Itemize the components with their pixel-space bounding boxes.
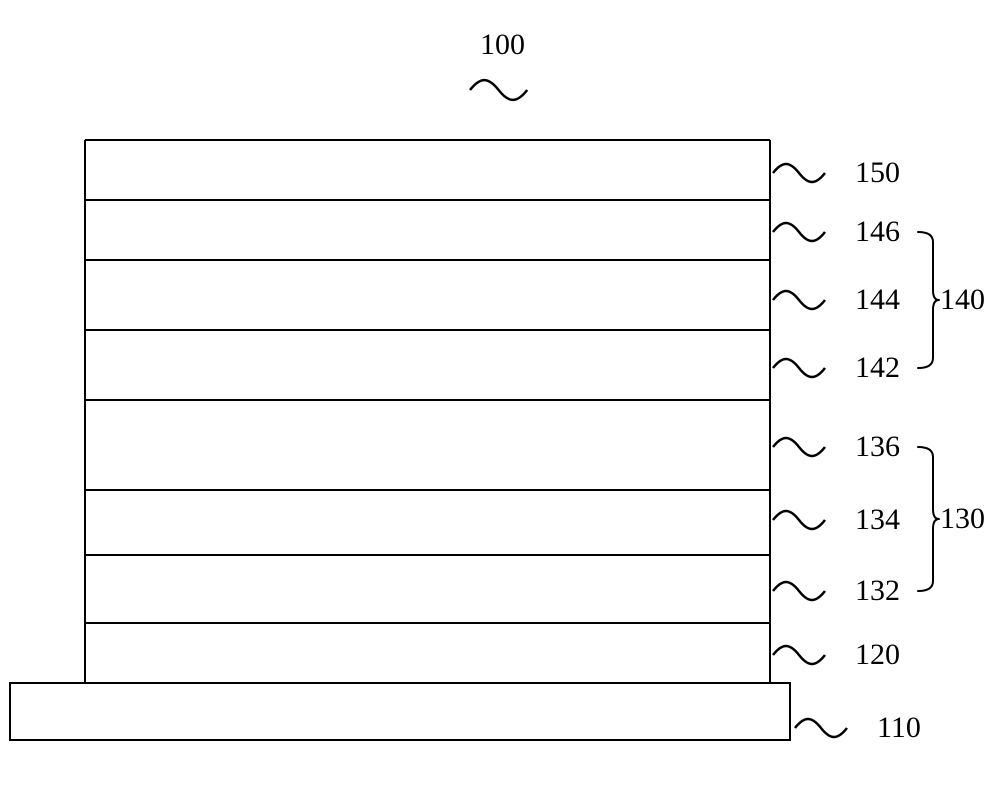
reference-number-label: 100	[480, 30, 525, 60]
group-brace-130	[918, 447, 939, 591]
callout-tilde-146-icon	[773, 223, 825, 241]
callout-label-110: 110	[877, 713, 921, 743]
group-brace-140	[918, 232, 939, 368]
callout-tilde-110-icon	[795, 719, 847, 737]
group-label-140: 140	[940, 285, 985, 315]
callout-label-146: 146	[855, 217, 900, 247]
callout-tilde-144-icon	[773, 291, 825, 309]
reference-tilde-icon	[470, 80, 527, 100]
callout-label-132: 132	[855, 576, 900, 606]
callout-label-142: 142	[855, 353, 900, 383]
substrate-rect	[10, 683, 790, 740]
callout-tilde-134-icon	[773, 511, 825, 529]
callout-tilde-120-icon	[773, 646, 825, 664]
callout-label-134: 134	[855, 505, 900, 535]
callout-label-150: 150	[855, 158, 900, 188]
callout-tilde-142-icon	[773, 359, 825, 377]
layer-stack-diagram	[10, 80, 939, 740]
callout-tilde-150-icon	[773, 164, 825, 182]
callout-tilde-132-icon	[773, 582, 825, 600]
callout-label-136: 136	[855, 432, 900, 462]
callout-tilde-136-icon	[773, 438, 825, 456]
callout-label-144: 144	[855, 285, 900, 315]
callout-label-120: 120	[855, 640, 900, 670]
group-label-130: 130	[940, 504, 985, 534]
